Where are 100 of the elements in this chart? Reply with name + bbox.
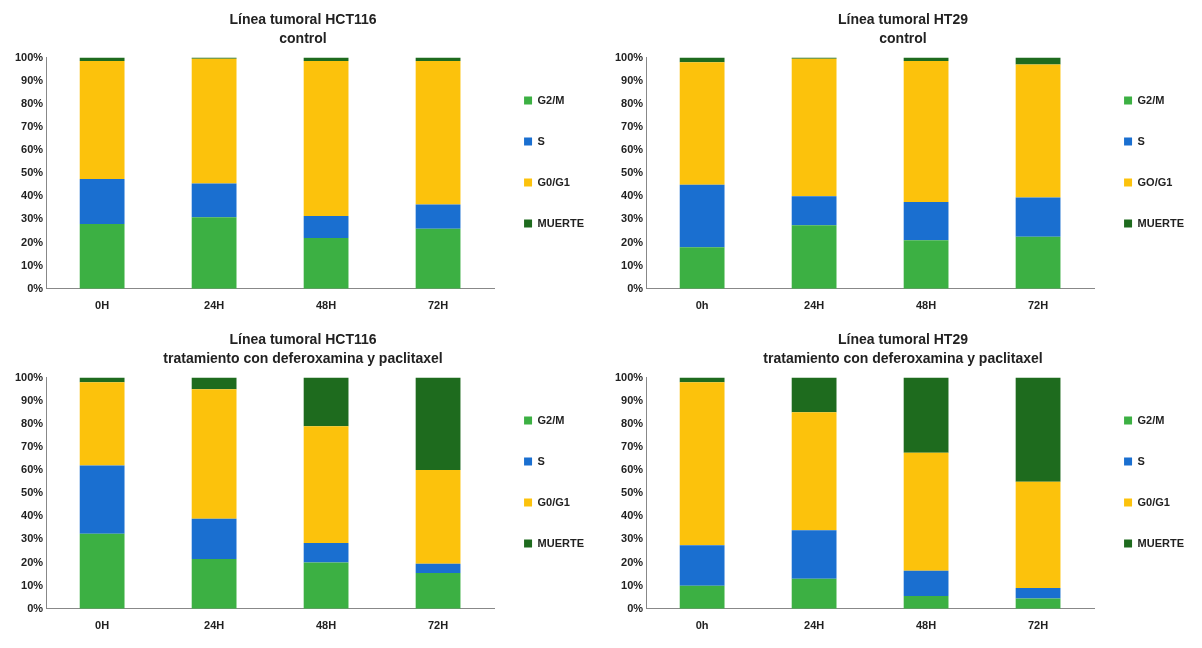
y-tick-label: 30% xyxy=(21,212,44,225)
y-tick-label: 60% xyxy=(21,463,44,476)
bar xyxy=(1015,481,1061,588)
bar xyxy=(79,61,125,179)
bar xyxy=(415,204,461,229)
x-tick-label: 24H xyxy=(804,619,825,632)
x-tick-label: 0h xyxy=(695,299,709,312)
bar xyxy=(415,470,461,564)
y-tick-label: 20% xyxy=(621,555,644,568)
chart-subtitle: tratamiento con deferoxamina y paclitaxel xyxy=(763,350,1043,367)
bar xyxy=(415,228,461,289)
legend-label: G2/M xyxy=(1137,93,1165,106)
chart-title: Línea tumoral HCT116 xyxy=(229,331,377,348)
y-tick-label: 10% xyxy=(21,578,44,591)
legend-label: GO/G1 xyxy=(1137,175,1173,188)
bar xyxy=(791,196,837,226)
bar xyxy=(79,465,125,534)
y-tick-label: 90% xyxy=(21,393,44,406)
y-tick-label: 100% xyxy=(614,370,644,383)
bar xyxy=(303,215,349,238)
bar xyxy=(679,247,725,289)
bar xyxy=(1015,377,1061,482)
y-tick-label: 80% xyxy=(21,416,44,429)
x-tick-label: 24H xyxy=(204,299,225,312)
x-tick-label: 0h xyxy=(695,619,709,632)
y-tick-label: 10% xyxy=(621,258,644,271)
y-tick-label: 20% xyxy=(621,235,644,248)
bar xyxy=(903,377,949,453)
bar xyxy=(1015,598,1061,609)
y-tick-label: 30% xyxy=(621,212,644,225)
legend-label: G0/G1 xyxy=(1137,495,1170,508)
bar xyxy=(303,237,349,289)
bar xyxy=(791,377,837,413)
y-tick-label: 80% xyxy=(621,96,644,109)
y-tick-label: 70% xyxy=(621,119,644,132)
x-tick-label: 48H xyxy=(915,299,937,312)
y-tick-label: 30% xyxy=(621,532,644,545)
bar xyxy=(415,61,461,205)
bar xyxy=(79,178,125,225)
bar xyxy=(791,58,837,197)
bar xyxy=(903,61,949,203)
x-tick-label: 24H xyxy=(204,619,225,632)
y-tick-label: 50% xyxy=(621,486,644,499)
legend-label: MUERTE xyxy=(537,216,585,229)
bar xyxy=(415,377,461,471)
x-tick-label: 0H xyxy=(95,619,110,632)
x-tick-label: 0H xyxy=(95,299,110,312)
y-tick-label: 50% xyxy=(21,166,44,179)
y-tick-label: 60% xyxy=(621,143,644,156)
bar xyxy=(303,542,349,563)
x-tick-label: 72H xyxy=(1027,299,1049,312)
y-tick-label: 0% xyxy=(627,281,644,294)
y-tick-label: 70% xyxy=(621,439,644,452)
bar xyxy=(79,533,125,609)
bar xyxy=(303,426,349,543)
y-tick-label: 100% xyxy=(14,50,44,63)
bar xyxy=(903,596,949,609)
legend-label: G0/G1 xyxy=(537,175,570,188)
chart-subtitle: control xyxy=(879,30,927,47)
y-tick-label: 100% xyxy=(14,370,44,383)
y-tick-label: 100% xyxy=(614,50,644,63)
bar xyxy=(903,202,949,241)
bar xyxy=(1015,587,1061,599)
x-tick-label: 48H xyxy=(315,619,337,632)
bar xyxy=(303,61,349,216)
bar xyxy=(303,562,349,609)
bar xyxy=(79,224,125,289)
y-tick-label: 40% xyxy=(21,509,44,522)
bar xyxy=(415,572,461,609)
bar xyxy=(79,382,125,466)
legend-label: S xyxy=(537,454,545,467)
chart-title: Línea tumoral HCT116 xyxy=(229,11,377,28)
y-tick-label: 70% xyxy=(21,439,44,452)
y-tick-label: 0% xyxy=(627,601,644,614)
y-tick-label: 60% xyxy=(21,143,44,156)
y-tick-label: 10% xyxy=(621,578,644,591)
legend-label: G2/M xyxy=(537,413,565,426)
y-tick-label: 80% xyxy=(621,416,644,429)
legend-label: G2/M xyxy=(1137,413,1165,426)
y-tick-label: 0% xyxy=(27,281,44,294)
y-tick-label: 70% xyxy=(21,119,44,132)
chart-title: Línea tumoral HT29 xyxy=(838,331,969,348)
bar xyxy=(191,518,237,560)
bar xyxy=(791,530,837,579)
y-tick-label: 90% xyxy=(21,73,44,86)
legend-label: G2/M xyxy=(537,93,565,106)
legend-label: S xyxy=(1137,454,1145,467)
y-tick-label: 20% xyxy=(21,555,44,568)
x-tick-label: 48H xyxy=(315,299,337,312)
y-tick-label: 30% xyxy=(21,532,44,545)
bar xyxy=(191,183,237,218)
y-tick-label: 60% xyxy=(621,463,644,476)
bar xyxy=(191,389,237,519)
bar xyxy=(191,58,237,184)
legend-label: MUERTE xyxy=(537,536,585,549)
y-tick-label: 50% xyxy=(621,166,644,179)
legend-label: MUERTE xyxy=(1137,216,1185,229)
bar xyxy=(1015,57,1061,65)
y-tick-label: 90% xyxy=(621,393,644,406)
y-tick-label: 20% xyxy=(21,235,44,248)
